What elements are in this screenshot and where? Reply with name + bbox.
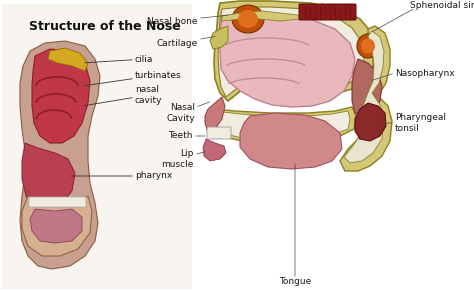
Ellipse shape <box>238 10 258 28</box>
Polygon shape <box>214 1 375 101</box>
Polygon shape <box>220 13 355 107</box>
Polygon shape <box>240 113 342 169</box>
Polygon shape <box>214 111 350 139</box>
Polygon shape <box>210 26 228 49</box>
Polygon shape <box>218 7 364 97</box>
Ellipse shape <box>232 5 264 33</box>
Polygon shape <box>212 107 356 143</box>
Polygon shape <box>222 11 300 21</box>
FancyBboxPatch shape <box>29 197 86 207</box>
Text: Nasopharynx: Nasopharynx <box>395 68 455 77</box>
FancyBboxPatch shape <box>207 127 231 139</box>
Polygon shape <box>22 196 92 256</box>
Text: turbinates: turbinates <box>85 70 182 86</box>
Ellipse shape <box>357 34 379 58</box>
Polygon shape <box>203 139 226 161</box>
Ellipse shape <box>361 38 375 54</box>
Polygon shape <box>48 48 88 71</box>
Polygon shape <box>32 49 90 143</box>
FancyBboxPatch shape <box>198 0 474 291</box>
Text: Pharyngeal
tonsil: Pharyngeal tonsil <box>395 113 446 133</box>
Text: nasal
cavity: nasal cavity <box>85 85 163 106</box>
Text: Structure of the Nose: Structure of the Nose <box>29 19 181 33</box>
Text: Frontal sinus: Frontal sinus <box>219 0 277 6</box>
Text: Teeth: Teeth <box>168 132 205 141</box>
Polygon shape <box>355 103 386 141</box>
Polygon shape <box>352 59 382 116</box>
Polygon shape <box>20 41 100 269</box>
Text: cilia: cilia <box>85 54 154 63</box>
Text: pharynx: pharynx <box>71 171 172 180</box>
Text: Lip
muscle: Lip muscle <box>162 149 205 169</box>
Polygon shape <box>205 97 225 133</box>
Text: Cartilage: Cartilage <box>157 36 215 47</box>
Polygon shape <box>22 143 75 209</box>
Polygon shape <box>30 209 82 243</box>
FancyBboxPatch shape <box>2 4 192 289</box>
Polygon shape <box>344 31 384 163</box>
Text: Sphenoidal sinus: Sphenoidal sinus <box>410 1 474 10</box>
Polygon shape <box>340 26 392 171</box>
Text: Nasal bone: Nasal bone <box>147 15 227 26</box>
Text: Tongue: Tongue <box>279 277 311 286</box>
Text: Nasal
Cavity: Nasal Cavity <box>166 102 210 123</box>
FancyBboxPatch shape <box>299 4 356 20</box>
